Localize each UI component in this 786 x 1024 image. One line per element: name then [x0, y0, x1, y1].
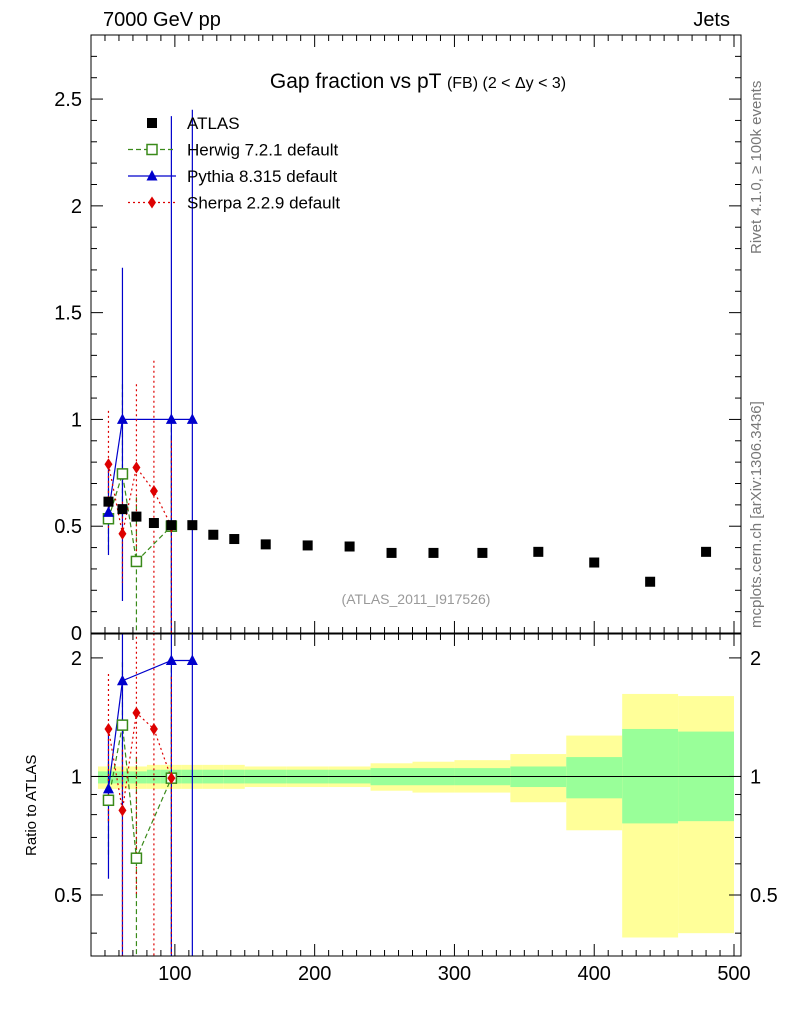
chart-title-main: Gap fraction vs pT	[270, 70, 447, 93]
sherpa-ratio-point-2	[132, 706, 141, 719]
sherpa-ratio-point-0	[104, 722, 113, 735]
axes	[90, 34, 742, 957]
pythia-ratio-line	[107, 659, 193, 789]
ratio-frame	[90, 633, 742, 957]
atlas-point-15	[589, 557, 600, 568]
main-y-tick-label-1: 0.5	[54, 516, 82, 538]
atlas-point-0	[103, 496, 114, 507]
category-label: Jets	[693, 9, 730, 31]
atlas-point-1	[117, 504, 128, 515]
herwig-ratio-point-0	[102, 794, 115, 807]
herwig-ratio-line	[107, 725, 172, 861]
atlas-point-4	[166, 520, 177, 531]
pythia-ratio-point-2	[165, 654, 177, 665]
atlas-point-9	[302, 540, 313, 551]
pythia-ratio-point-3	[186, 654, 198, 665]
main-y-tick-label-2: 1	[71, 409, 82, 431]
legend-label-0: ATLAS	[187, 114, 240, 133]
chart-texts: 100 200 300 400 500 0 0.5 1 1.5 2 2.5 0.5 0.5 1 1 2 2 Gap…	[54, 70, 778, 985]
pythia-ratio-point-1	[116, 674, 128, 686]
pythia-main-line	[107, 418, 193, 513]
herwig-ratio-point-2	[130, 852, 143, 864]
pythia-main-point-1	[116, 413, 128, 424]
pythia-main-point-3	[186, 413, 198, 424]
legend-marker-1	[146, 143, 158, 156]
chart-title-sub: (FB) (2 < Δy < 3)	[447, 75, 566, 92]
ratio-series	[102, 634, 198, 956]
legend-marker-2	[146, 170, 158, 181]
sherpa-main-point-1	[118, 527, 127, 540]
ratio-bands	[91, 693, 741, 938]
ratio-band-green-15	[566, 757, 623, 799]
herwig-main-line	[107, 473, 172, 563]
atlas-point-3	[148, 518, 159, 529]
atlas-point-11	[386, 547, 397, 558]
energy-label: 7000 GeV pp	[103, 9, 221, 31]
x-tick-label-300: 300	[438, 963, 471, 985]
atlas-point-16	[645, 576, 656, 587]
sherpa-main-point-2	[132, 461, 141, 474]
analysis-watermark: (ATLAS_2011_I917526)	[342, 591, 491, 607]
sherpa-main-line	[107, 464, 172, 534]
chart-title: Gap fraction vs pT (FB) (2 < Δy < 3)	[270, 70, 566, 93]
atlas-point-14	[533, 546, 544, 557]
atlas-point-10	[344, 541, 355, 552]
atlas-point-5	[187, 520, 198, 531]
atlas-point-8	[260, 539, 271, 550]
herwig-main-point-1	[116, 468, 129, 480]
x-tick-label-100: 100	[158, 963, 191, 985]
main-y-tick-label-3: 1.5	[54, 303, 82, 325]
main-series	[102, 109, 712, 633]
legend-marker-0	[147, 118, 157, 128]
ratio-y-tick-label-right-0: 0.5	[750, 885, 778, 907]
sherpa-main-point-3	[149, 484, 158, 497]
main-y-tick-label-4: 2	[71, 196, 82, 218]
ratio-y-tick-label-left-0: 0.5	[54, 885, 82, 907]
sherpa-ratio-point-3	[149, 722, 158, 735]
herwig-ratio-point-1	[116, 719, 129, 731]
atlas-point-12	[428, 547, 439, 558]
sherpa-main-point-0	[104, 458, 113, 471]
atlas-point-2	[131, 511, 142, 522]
atlas-point-13	[477, 547, 488, 558]
legend-marker-3	[148, 196, 156, 209]
x-tick-label-200: 200	[298, 963, 331, 985]
ratio-y-tick-label-left-1: 1	[71, 766, 82, 788]
sherpa-ratio-point-4	[167, 772, 176, 785]
pythia-ratio-point-0	[102, 782, 114, 794]
legend: ATLAS Herwig 7.2.1 default Pythia 8.315 de…	[128, 114, 340, 213]
main-y-tick-label-0: 0	[71, 623, 82, 645]
herwig-main-point-2	[130, 555, 143, 568]
ratio-y-tick-label-right-1: 1	[750, 766, 761, 788]
atlas-point-17	[701, 546, 712, 557]
legend-label-2: Pythia 8.315 default	[187, 167, 338, 186]
main-y-tick-label-5: 2.5	[54, 89, 82, 111]
pythia-main-point-2	[165, 413, 177, 424]
ratio-y-tick-label-left-2: 2	[71, 648, 82, 670]
legend-label-1: Herwig 7.2.1 default	[187, 141, 338, 160]
atlas-point-7	[229, 534, 240, 545]
legend-label-3: Sherpa 2.2.9 default	[187, 194, 340, 213]
x-tick-label-500: 500	[717, 963, 750, 985]
sherpa-ratio-point-1	[118, 804, 127, 817]
ratio-y-tick-label-right-2: 2	[750, 648, 761, 670]
atlas-point-6	[208, 529, 219, 540]
pythia-main-point-0	[102, 506, 114, 517]
x-tick-label-400: 400	[578, 963, 611, 985]
